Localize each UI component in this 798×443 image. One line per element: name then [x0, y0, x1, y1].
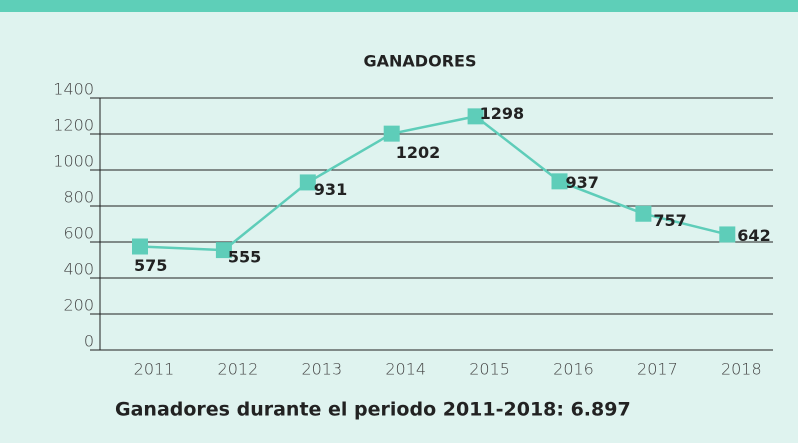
x-tick-label: 2015 — [469, 360, 510, 379]
summary: Ganadores durante el periodo 2011-2018: … — [115, 399, 631, 421]
x-tick-label: 2013 — [301, 360, 342, 379]
x-tick-label: 2016 — [553, 360, 594, 379]
x-tick-label: 2012 — [218, 360, 259, 379]
line — [139, 115, 728, 252]
marker — [635, 205, 652, 222]
marker — [299, 174, 316, 191]
value-label: 1202 — [396, 143, 441, 162]
x-tick-label: 2017 — [637, 360, 678, 379]
value-label: 757 — [653, 211, 686, 230]
marker — [467, 108, 484, 125]
y-tick-label: 800 — [63, 188, 94, 207]
y-tick-label: 200 — [63, 296, 94, 315]
marker — [551, 173, 568, 190]
value-label: 937 — [566, 173, 599, 192]
marker — [383, 125, 400, 142]
value-label: 555 — [228, 248, 261, 267]
y-tick-label: 0 — [84, 332, 94, 351]
x-tick-label: 2014 — [385, 360, 426, 379]
value-label: 1298 — [480, 104, 525, 123]
x-tick-label: 2018 — [721, 360, 762, 379]
marker — [215, 242, 232, 259]
y-tick-label: 1000 — [53, 152, 94, 171]
y-tick-label: 1400 — [53, 80, 94, 99]
y-tick-label: 600 — [63, 224, 94, 243]
top-bar — [0, 0, 798, 12]
value-label: 931 — [314, 180, 347, 199]
marker — [132, 238, 148, 255]
value-label: 642 — [737, 226, 770, 245]
x-tick-label: 2011 — [134, 360, 175, 379]
value-label: 575 — [134, 256, 167, 275]
y-tick-label: 1200 — [53, 116, 94, 135]
y-tick-label: 400 — [63, 260, 94, 279]
chart-title: GANADORES — [364, 52, 477, 71]
marker — [719, 226, 736, 243]
